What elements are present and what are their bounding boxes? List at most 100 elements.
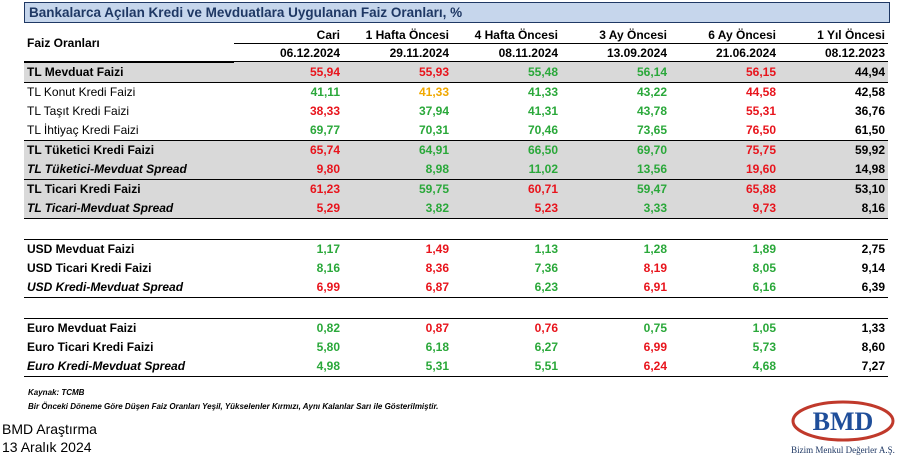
- header-row: Faiz Oranları Cari 1 Hafta Öncesi 4 Hafta Ö…: [24, 26, 888, 63]
- logo-name: Bizim Menkul Değerler A.Ş.: [791, 445, 895, 455]
- column-date: 21.06.2024: [670, 43, 779, 62]
- rate-cell: 70,31: [418, 123, 449, 137]
- rate-cell: 56,14: [561, 61, 670, 82]
- column-date: 06.12.2024: [234, 43, 343, 62]
- rate-cell: 6,18: [425, 340, 449, 354]
- rate-cell: 8,36: [425, 261, 449, 275]
- rate-cell: 41,11: [234, 81, 343, 102]
- rate-cell: 6,99: [643, 340, 667, 354]
- data-row: TL Tüketici Kredi Faizi 65,74 64,91 66,50 69…: [24, 139, 888, 160]
- column-date: 13.09.2024: [561, 43, 670, 62]
- column-name: Cari: [234, 26, 343, 44]
- rate-cell: 38,33: [309, 104, 340, 118]
- row-label: Euro Ticari Kredi Faizi: [27, 340, 154, 354]
- column-name: 1 Hafta Öncesi: [343, 26, 452, 44]
- logo: BMD Bizim Menkul Değerler A.Ş.: [791, 400, 895, 455]
- rate-cell: 5,73: [752, 340, 776, 354]
- rate-cell: 6,87: [343, 277, 452, 298]
- rate-cell: 41,31: [527, 104, 558, 118]
- header-dates: 06.12.2024 29.11.2024 08.11.2024 13.09.2024…: [24, 43, 888, 62]
- rate-cell: 44,94: [779, 61, 888, 82]
- data-row: TL Taşıt Kredi Faizi 38,33 37,94 41,31 43,78…: [24, 102, 888, 121]
- rate-cell: 55,48: [452, 61, 561, 82]
- rate-cell: 1,28: [561, 238, 670, 259]
- rate-cell: 9,14: [861, 261, 885, 275]
- rate-cell: 0,82: [234, 317, 343, 338]
- rate-cell: 70,46: [527, 123, 558, 137]
- rate-cell: 9,73: [670, 198, 779, 219]
- rate-cell: 1,05: [670, 317, 779, 338]
- rate-cell: 55,94: [234, 61, 343, 82]
- rate-cell: 19,60: [670, 159, 779, 179]
- row-label: Euro Kredi-Mevduat Spread: [24, 356, 234, 377]
- rate-cell: 65,74: [234, 139, 343, 160]
- data-row: TL Konut Kredi Faizi 41,11 41,33 41,33 43,22…: [24, 81, 888, 102]
- row-label: TL Mevduat Faizi: [24, 61, 234, 82]
- rate-cell: 3,82: [343, 198, 452, 219]
- rate-cell: 43,22: [561, 81, 670, 102]
- column-date: 08.12.2023: [779, 43, 888, 62]
- rate-cell: 6,23: [452, 277, 561, 298]
- note: Bir Önceki Döneme Göre Düşen Faiz Oranla…: [28, 402, 439, 411]
- data-row: Euro Kredi-Mevduat Spread 4,98 5,31 5,51 6,2…: [24, 356, 888, 377]
- data-row: TL Mevduat Faizi 55,94 55,93 55,48 56,14 56,1…: [24, 61, 888, 82]
- data-row: TL İhtiyaç Kredi Faizi 69,77 70,31 70,46 73,…: [24, 121, 888, 141]
- row-label: TL Konut Kredi Faizi: [24, 81, 234, 102]
- rate-cell: 44,58: [670, 81, 779, 102]
- rate-cell: 8,19: [643, 261, 667, 275]
- spacer-cell: [24, 218, 888, 239]
- column-name: 1 Yıl Öncesi: [779, 26, 888, 44]
- rate-cell: 53,10: [779, 178, 888, 199]
- row-label: USD Ticari Kredi Faizi: [27, 261, 152, 275]
- column-name: 6 Ay Öncesi: [670, 26, 779, 44]
- rate-cell: 5,51: [452, 356, 561, 377]
- logo-mark: BMD: [813, 407, 874, 436]
- rate-cell: 6,39: [779, 277, 888, 298]
- rate-cell: 75,75: [670, 139, 779, 160]
- rate-cell: 8,05: [752, 261, 776, 275]
- rate-cell: 8,16: [779, 198, 888, 219]
- data-row: Euro Mevduat Faizi 0,82 0,87 0,76 0,75 1,05 1,…: [24, 317, 888, 338]
- rate-cell: 61,50: [854, 123, 885, 137]
- data-row: Euro Ticari Kredi Faizi 5,80 6,18 6,27 6,99 5…: [24, 338, 888, 357]
- report-date: 13 Aralık 2024: [2, 439, 92, 455]
- rate-cell: 73,65: [636, 123, 667, 137]
- data-row: TL Tüketici-Mevduat Spread 9,80 8,98 11,02 1…: [24, 159, 888, 179]
- rate-cell: 41,33: [452, 81, 561, 102]
- rate-cell: 69,77: [309, 123, 340, 137]
- rate-cell: 55,93: [343, 61, 452, 82]
- data-row: USD Kredi-Mevduat Spread 6,99 6,87 6,23 6,91…: [24, 277, 888, 298]
- rate-cell: 6,24: [561, 356, 670, 377]
- rate-cell: 6,27: [534, 340, 558, 354]
- data-row: TL Ticari Kredi Faizi 61,23 59,75 60,71 59,4…: [24, 178, 888, 199]
- rate-cell: 41,33: [343, 81, 452, 102]
- rate-cell: 5,23: [452, 198, 561, 219]
- column-date: 08.11.2024: [452, 43, 561, 62]
- data-row: USD Mevduat Faizi 1,17 1,49 1,13 1,28 1,89 2,7…: [24, 238, 888, 259]
- rate-cell: 6,99: [234, 277, 343, 298]
- rate-cell: 76,50: [745, 123, 776, 137]
- row-label: USD Kredi-Mevduat Spread: [24, 277, 234, 298]
- rate-cell: 59,47: [561, 178, 670, 199]
- rate-cell: 55,31: [745, 104, 776, 118]
- rate-cell: 14,98: [779, 159, 888, 179]
- rate-cell: 7,27: [779, 356, 888, 377]
- row-label: TL Ticari Kredi Faizi: [24, 178, 234, 199]
- column-name: 4 Hafta Öncesi: [452, 26, 561, 44]
- rate-cell: 0,87: [343, 317, 452, 338]
- title: Bankalarca Açılan Kredi ve Mevduatlara U…: [24, 2, 890, 23]
- rate-cell: 36,76: [854, 104, 885, 118]
- rate-cell: 56,15: [670, 61, 779, 82]
- rate-cell: 6,16: [670, 277, 779, 298]
- rate-cell: 5,29: [234, 198, 343, 219]
- rate-cell: 61,23: [234, 178, 343, 199]
- org: BMD Araştırma: [2, 421, 97, 437]
- rate-cell: 69,70: [561, 139, 670, 160]
- rate-cell: 4,68: [670, 356, 779, 377]
- row-label: TL İhtiyaç Kredi Faizi: [27, 123, 139, 137]
- rate-cell: 9,80: [234, 159, 343, 179]
- rate-cell: 60,71: [452, 178, 561, 199]
- rate-cell: 1,89: [670, 238, 779, 259]
- rate-cell: 8,98: [343, 159, 452, 179]
